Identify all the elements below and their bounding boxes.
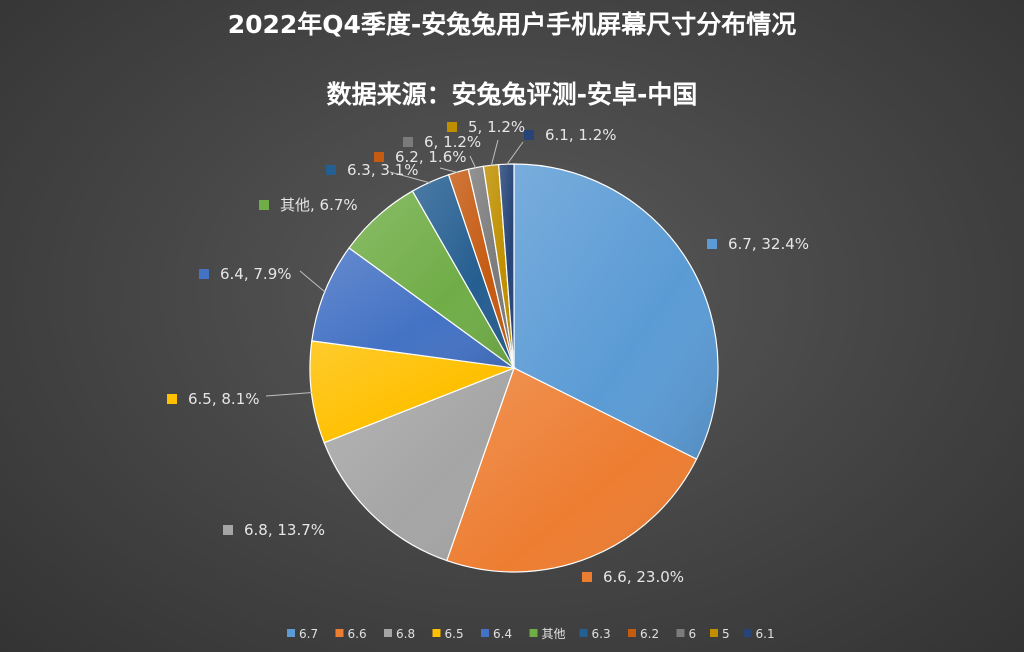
legend-marker-5 — [481, 629, 489, 637]
data-label-marker-10 — [447, 122, 457, 132]
leader-line-5 — [299, 270, 326, 293]
data-label-marker-8 — [374, 152, 384, 162]
legend-marker-1 — [287, 629, 295, 637]
data-label-marker-6 — [259, 200, 269, 210]
data-labels: 6.7, 32.4% 6.6, 23.0% 6.8, 13.7% 6.5, 8.1% 6… — [167, 118, 809, 586]
data-label-7: 6.3, 3.1% — [347, 161, 419, 179]
pie-slice-shade-7 — [412, 174, 514, 368]
legend-marker-10 — [710, 629, 718, 637]
legend-entry-5: 6.4 — [493, 627, 512, 641]
legend-entry-9: 6 — [689, 627, 697, 641]
legend-entry-6: 其他 — [542, 627, 566, 641]
data-label-marker-5 — [199, 269, 209, 279]
legend-entry-7: 6.3 — [592, 627, 611, 641]
pie-slice-shade-8 — [448, 169, 514, 368]
pie-slice-shade-1 — [514, 164, 718, 460]
legend-entry-11: 6.1 — [756, 627, 775, 641]
data-label-5: 6.4, 7.9% — [220, 265, 292, 283]
leader-line-11 — [505, 141, 524, 166]
chart-subtitle: 数据来源：安兔兔评测-安卓-中国 — [327, 80, 698, 109]
chart-title: 2022年Q4季度-安兔兔用户手机屏幕尺寸分布情况 — [228, 10, 797, 39]
data-label-8: 6.2, 1.6% — [395, 148, 467, 166]
legend-entry-10: 5 — [722, 627, 730, 641]
data-label-10: 5, 1.2% — [468, 118, 525, 136]
legend-marker-9 — [676, 629, 685, 637]
legend-marker-11 — [743, 629, 752, 637]
data-label-marker-7 — [326, 165, 336, 175]
data-label-9: 6, 1.2% — [424, 133, 481, 151]
pie-slice-shade-5 — [311, 247, 514, 368]
data-label-6: 其他, 6.7% — [280, 196, 358, 214]
legend-marker-7 — [579, 629, 588, 637]
data-label-1: 6.7, 32.4% — [728, 235, 809, 253]
pie-slice-shade-11 — [498, 164, 514, 368]
data-label-2: 6.6, 23.0% — [603, 568, 684, 586]
legend-marker-3 — [384, 629, 392, 637]
data-label-marker-2 — [582, 572, 592, 582]
legend-entry-1: 6.7 — [299, 627, 318, 641]
data-label-marker-1 — [707, 239, 717, 249]
pie-slice-shade-4 — [310, 340, 514, 443]
legend-marker-6 — [529, 629, 538, 637]
data-label-marker-11 — [524, 130, 534, 140]
leader-lines — [265, 139, 524, 397]
leader-line-9 — [469, 155, 477, 169]
pie-slice-shade-3 — [324, 368, 514, 561]
legend-entry-4: 6.5 — [445, 627, 464, 641]
leader-line-8 — [439, 167, 459, 174]
data-label-4: 6.5, 8.1% — [188, 390, 260, 408]
legend: 6.7 6.6 6.8 6.5 6.4 其他 6.3 6.2 6 5 6.1 — [287, 627, 775, 641]
data-label-marker-9 — [403, 137, 413, 147]
pie-slices — [309, 163, 719, 573]
legend-entry-2: 6.6 — [348, 627, 367, 641]
pie-slice-shade-2 — [446, 368, 697, 572]
data-label-marker-4 — [167, 394, 177, 404]
pie-slice-shade-10 — [483, 164, 514, 368]
pie-slice-shade-6 — [349, 191, 514, 368]
legend-marker-8 — [628, 629, 636, 637]
data-label-marker-3 — [223, 525, 233, 535]
data-label-11: 6.1, 1.2% — [545, 126, 617, 144]
leader-line-10 — [490, 139, 499, 167]
legend-marker-4 — [432, 629, 441, 637]
leader-line-7 — [389, 171, 431, 184]
leader-line-4 — [265, 391, 313, 397]
pie-slice-shade-9 — [468, 166, 514, 368]
data-label-3: 6.8, 13.7% — [244, 521, 325, 539]
legend-marker-2 — [335, 629, 344, 637]
legend-entry-3: 6.8 — [396, 627, 415, 641]
legend-entry-8: 6.2 — [640, 627, 659, 641]
